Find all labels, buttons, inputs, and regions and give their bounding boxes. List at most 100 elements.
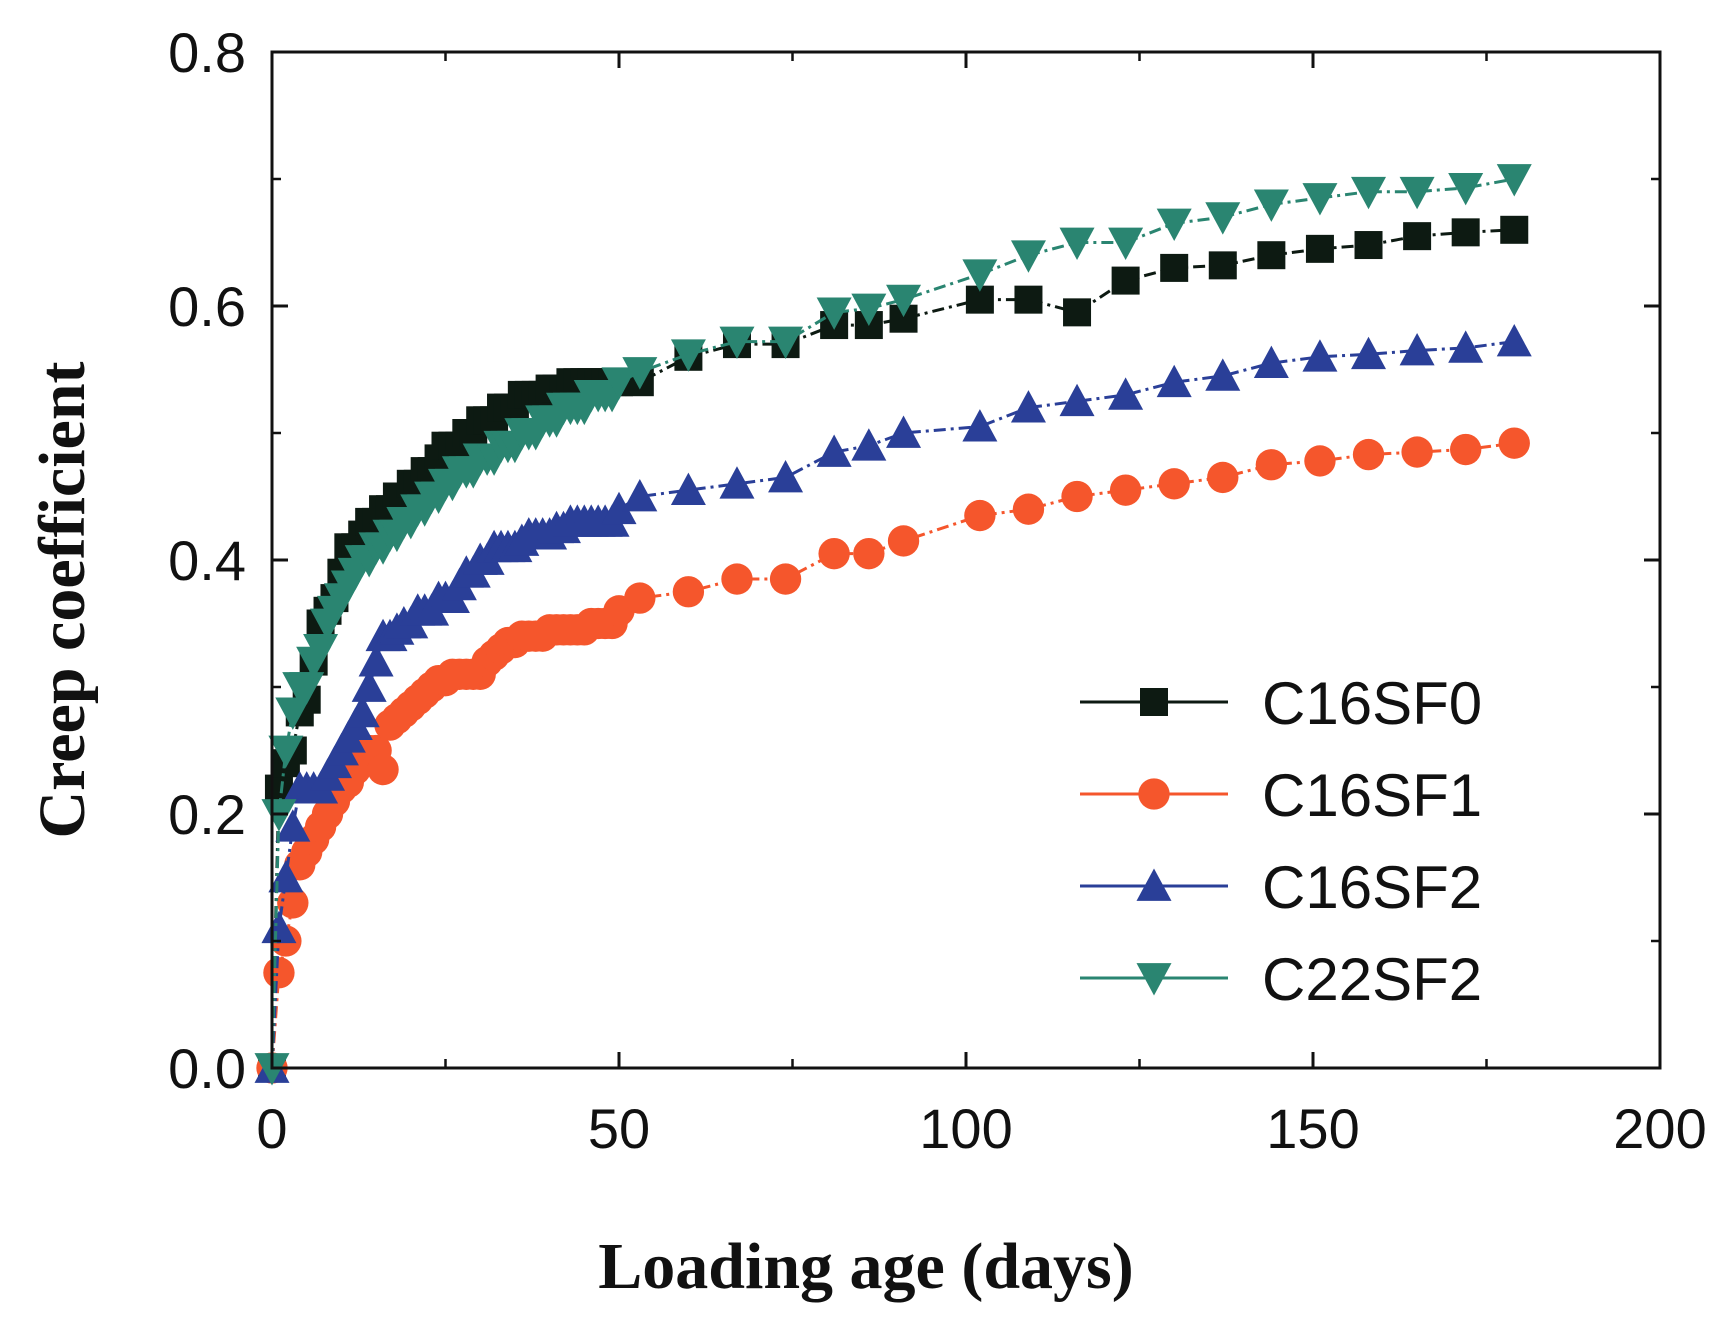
data-point-c16sf2: [719, 466, 755, 499]
data-point-c16sf2: [851, 428, 887, 461]
legend-marker-c16sf2: [1136, 868, 1172, 901]
data-point-c16sf1: [1304, 445, 1336, 477]
data-point-c16sf0: [1451, 218, 1480, 247]
y-tick-label: 0.4: [168, 529, 246, 592]
data-point-c16sf1: [853, 537, 885, 570]
y-tick-label: 0.2: [168, 783, 246, 846]
data-point-c16sf1: [367, 753, 399, 786]
data-point-c16sf0: [1403, 222, 1432, 251]
data-point-c22sf2: [962, 259, 998, 292]
data-point-c16sf1: [1109, 474, 1142, 506]
legend-item-c16sf1: C16SF1: [1080, 762, 1482, 829]
data-point-c22sf2: [1108, 227, 1144, 260]
data-point-c22sf2: [1205, 202, 1241, 235]
legend: C16SF0 C16SF1 C16SF2 C22SF2: [1080, 670, 1482, 1013]
data-point-c16sf2: [601, 491, 637, 525]
data-point-c16sf2: [344, 694, 380, 728]
y-axis-title: Creep coefficient: [26, 361, 99, 838]
data-point-c16sf1: [1158, 468, 1190, 500]
data-point-c22sf2: [886, 284, 922, 318]
data-point-c16sf2: [1496, 324, 1532, 357]
data-point-c22sf2: [275, 697, 311, 730]
legend-label-c16sf2: C16SF2: [1262, 854, 1482, 921]
series-layer: [254, 164, 1532, 1086]
data-point-c16sf1: [672, 576, 705, 608]
data-point-c16sf0: [1063, 298, 1092, 327]
data-point-c16sf1: [1352, 438, 1385, 471]
data-point-c16sf1: [887, 525, 920, 557]
data-point-c16sf2: [1399, 332, 1435, 366]
data-point-c16sf2: [768, 459, 804, 493]
legend-marker-c16sf1: [1138, 778, 1170, 810]
data-point-c22sf2: [622, 357, 658, 390]
x-tick-label: 100: [919, 1097, 1012, 1160]
data-point-c16sf2: [962, 409, 998, 442]
data-point-c16sf0: [1257, 241, 1286, 270]
data-point-c22sf2: [1156, 208, 1192, 241]
data-point-c16sf2: [816, 434, 852, 467]
data-point-c16sf2: [275, 809, 311, 842]
data-point-c22sf2: [1399, 176, 1435, 210]
data-point-c22sf2: [719, 326, 755, 360]
data-point-c16sf1: [818, 537, 850, 570]
y-tick-label: 0.6: [168, 275, 246, 338]
data-point-c22sf2: [268, 735, 304, 768]
data-point-c16sf1: [1207, 461, 1239, 494]
data-point-c16sf2: [886, 415, 922, 448]
data-point-c22sf2: [1351, 176, 1387, 210]
data-point-c16sf0: [1500, 215, 1529, 244]
data-point-c16sf2: [622, 479, 658, 512]
data-point-c16sf2: [1108, 377, 1144, 410]
data-point-c22sf2: [289, 672, 325, 705]
legend-label-c22sf2: C22SF2: [1262, 946, 1482, 1013]
data-point-c16sf1: [721, 563, 753, 595]
x-tick-label: 200: [1613, 1097, 1706, 1160]
data-point-c16sf1: [1255, 449, 1288, 481]
data-point-c22sf2: [1059, 227, 1095, 260]
x-tick-label: 150: [1266, 1097, 1359, 1160]
data-point-c16sf2: [1059, 383, 1095, 417]
data-point-c16sf2: [261, 910, 297, 944]
data-point-c22sf2: [816, 297, 852, 330]
data-point-c16sf1: [964, 499, 996, 532]
data-point-c16sf2: [1205, 358, 1241, 391]
data-point-c16sf1: [277, 887, 309, 919]
y-tick-label: 0.8: [168, 21, 246, 84]
x-axis-title: Loading age (days): [598, 1230, 1133, 1303]
data-point-c22sf2: [303, 634, 339, 667]
data-point-c16sf0: [1014, 285, 1043, 314]
data-point-c16sf0: [1354, 231, 1383, 260]
legend-label-c16sf1: C16SF1: [1262, 762, 1482, 829]
data-point-c16sf2: [1156, 364, 1192, 398]
legend-item-c22sf2: C22SF2: [1080, 946, 1482, 1013]
data-point-c16sf2: [1253, 345, 1289, 379]
data-point-c16sf2: [1010, 390, 1046, 423]
data-point-c16sf0: [1208, 251, 1237, 280]
data-point-c16sf2: [351, 669, 387, 702]
data-point-c16sf1: [624, 582, 656, 614]
data-point-c22sf2: [601, 367, 637, 400]
legend-marker-c16sf0: [1140, 688, 1168, 716]
data-point-c22sf2: [1302, 183, 1338, 216]
data-point-c16sf2: [358, 644, 394, 677]
data-point-c16sf0: [1160, 253, 1189, 282]
data-point-c16sf1: [769, 563, 802, 595]
data-point-c16sf1: [263, 957, 295, 989]
series-c16sf1: [256, 427, 1530, 1084]
legend-item-c16sf0: C16SF0: [1080, 670, 1482, 737]
axes-layer: 0 50 100 150 200 0.0 0.2 0.4 0.6 0.8 Loading age (…: [26, 21, 1707, 1303]
legend-label-c16sf0: C16SF0: [1262, 670, 1482, 737]
data-point-c22sf2: [1496, 164, 1532, 197]
data-point-c16sf2: [670, 472, 706, 506]
series-c16sf2: [254, 324, 1532, 1083]
series-c22sf2: [254, 164, 1532, 1086]
data-point-c16sf1: [1012, 493, 1045, 525]
data-point-c16sf0: [1111, 266, 1140, 295]
legend-item-c16sf2: C16SF2: [1080, 854, 1482, 921]
data-point-c16sf1: [1401, 436, 1433, 468]
data-point-c22sf2: [768, 326, 804, 360]
data-point-c16sf1: [1498, 427, 1530, 459]
data-point-c16sf0: [1305, 234, 1334, 263]
data-point-c16sf2: [1351, 336, 1387, 370]
